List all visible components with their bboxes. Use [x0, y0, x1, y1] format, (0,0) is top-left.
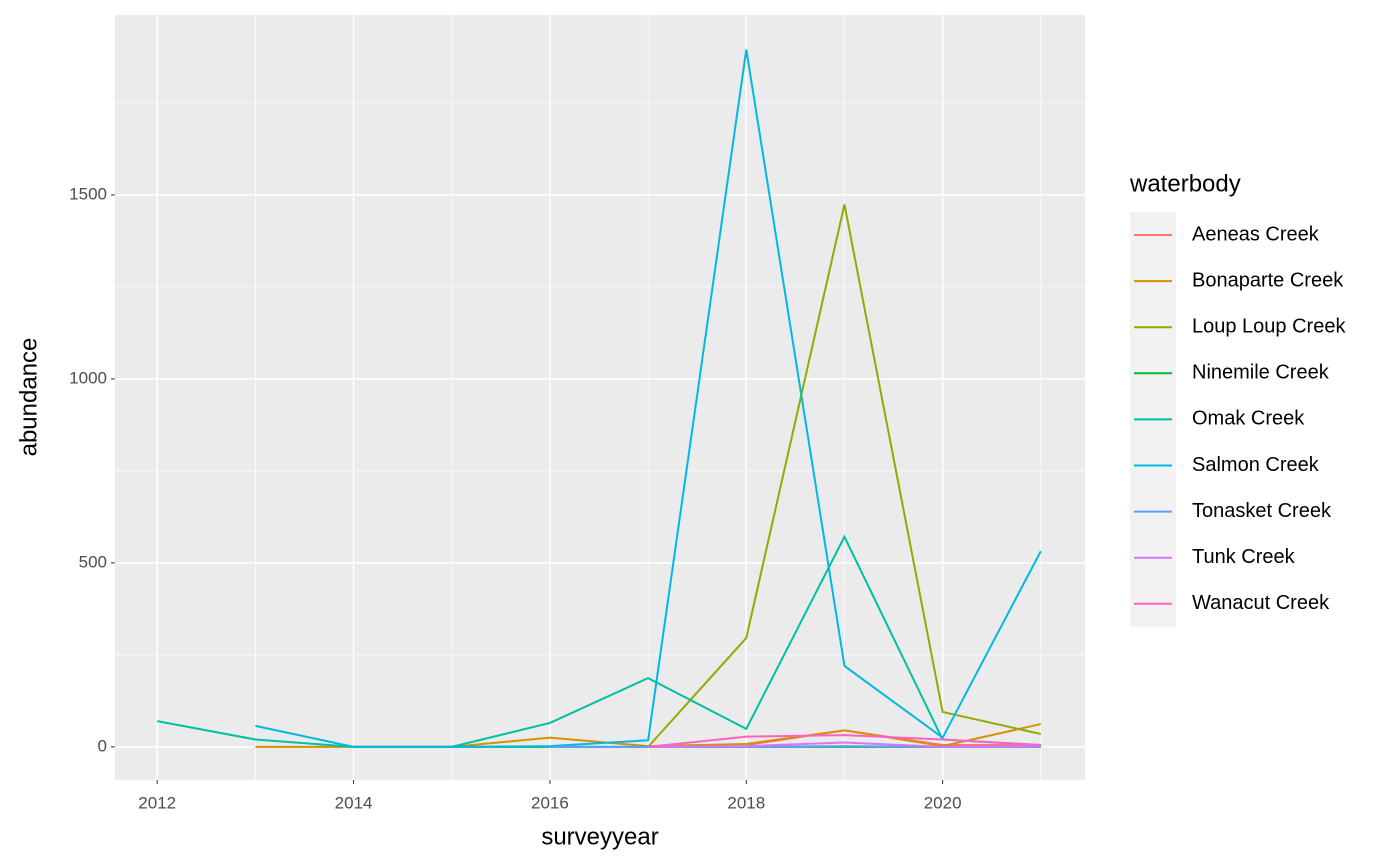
legend-label: Tonasket Creek [1192, 500, 1332, 522]
legend-label: Aeneas Creek [1192, 223, 1320, 245]
y-tick-label: 0 [98, 736, 107, 755]
legend-label: Salmon Creek [1192, 454, 1320, 476]
y-tick-label: 1500 [69, 184, 107, 203]
legend-label: Omak Creek [1192, 408, 1305, 430]
x-tick-label: 2012 [138, 793, 176, 812]
x-tick-label: 2020 [924, 793, 962, 812]
x-tick-label: 2014 [335, 793, 373, 812]
y-axis-title: abundance [15, 338, 42, 457]
x-axis-title: surveyyear [541, 823, 658, 850]
y-tick-label: 1000 [69, 368, 107, 387]
legend-title: waterbody [1129, 170, 1241, 197]
series-line [255, 49, 1042, 748]
x-tick-label: 2018 [727, 793, 765, 812]
legend-label: Tunk Creek [1192, 546, 1296, 568]
legend-label: Wanacut Creek [1192, 592, 1330, 614]
series-line [648, 741, 1041, 748]
series-line [157, 534, 1041, 748]
x-tick-label: 2016 [531, 793, 569, 812]
legend-label: Ninemile Creek [1192, 362, 1330, 384]
y-tick-label: 500 [79, 552, 107, 571]
plot-panel [115, 15, 1085, 780]
series-line [647, 204, 1042, 748]
legend-label: Bonaparte Creek [1192, 269, 1344, 291]
series-line [648, 734, 1041, 748]
legend-label: Loup Loup Creek [1192, 315, 1346, 337]
